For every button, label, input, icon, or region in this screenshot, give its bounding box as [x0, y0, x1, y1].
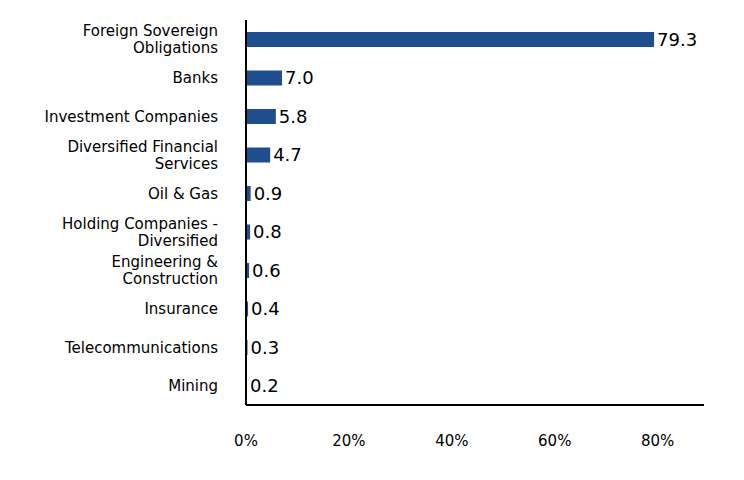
svg-text:Foreign SovereignObligations: Foreign SovereignObligations [83, 22, 219, 57]
svg-text:Diversified FinancialServices: Diversified FinancialServices [67, 138, 218, 173]
svg-text:0.8: 0.8 [253, 221, 282, 242]
svg-text:0.3: 0.3 [251, 337, 280, 358]
svg-text:Banks: Banks [173, 69, 219, 87]
svg-text:Oil & Gas: Oil & Gas [148, 185, 218, 203]
svg-text:Investment Companies: Investment Companies [45, 108, 219, 126]
svg-text:Engineering &Construction: Engineering &Construction [112, 253, 219, 288]
svg-text:0%: 0% [234, 432, 258, 450]
svg-text:4.7: 4.7 [273, 144, 302, 165]
svg-text:0.4: 0.4 [251, 298, 280, 319]
svg-text:60%: 60% [538, 432, 571, 450]
svg-text:5.8: 5.8 [279, 106, 308, 127]
svg-text:7.0: 7.0 [285, 67, 314, 88]
svg-text:0.2: 0.2 [250, 375, 279, 396]
svg-text:0.9: 0.9 [254, 183, 283, 204]
svg-text:20%: 20% [332, 432, 365, 450]
svg-text:Insurance: Insurance [144, 300, 218, 318]
svg-text:80%: 80% [641, 432, 674, 450]
svg-text:40%: 40% [435, 432, 468, 450]
svg-text:Mining: Mining [168, 377, 218, 395]
svg-text:Holding Companies -Diversified: Holding Companies -Diversified [62, 215, 218, 250]
svg-text:0.6: 0.6 [252, 260, 281, 281]
svg-text:79.3: 79.3 [657, 29, 697, 50]
svg-text:Telecommunications: Telecommunications [64, 339, 218, 357]
